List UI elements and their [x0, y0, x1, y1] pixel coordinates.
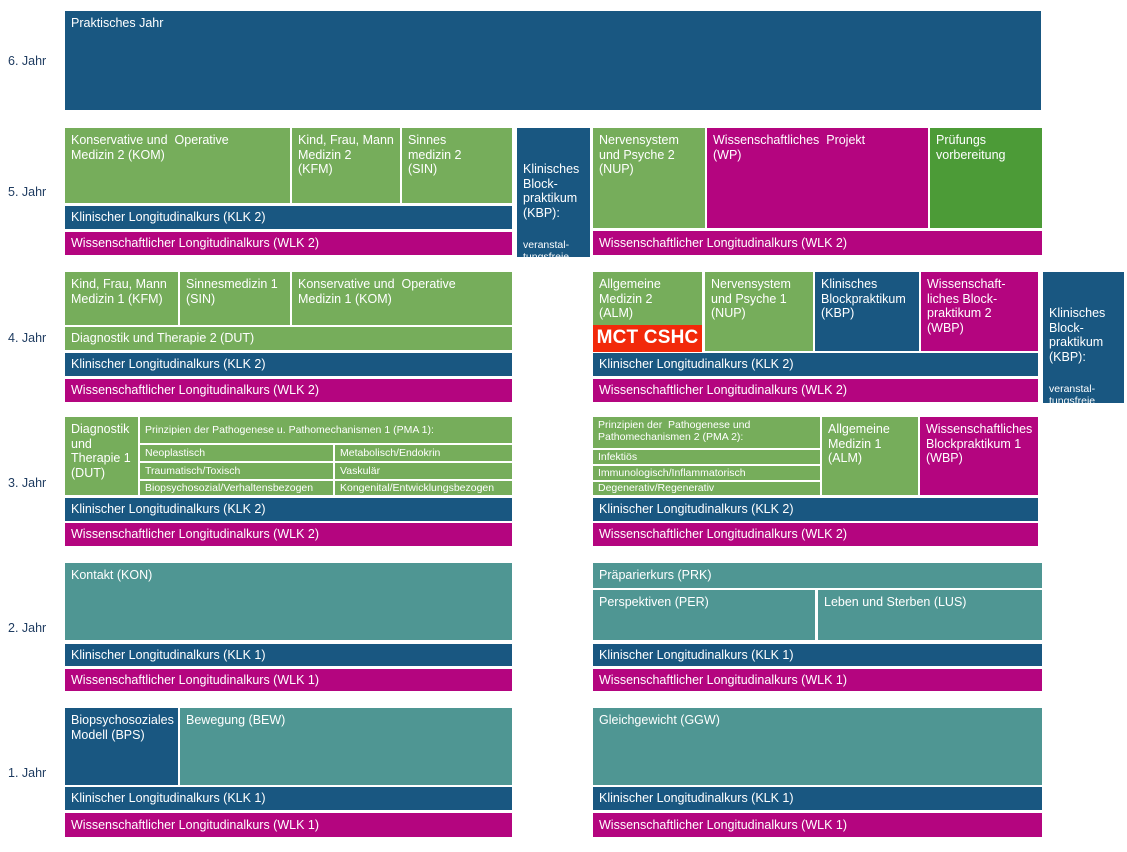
block-alm1: Allgemeine Medizin 1 (ALM) [822, 417, 918, 495]
block-wp: Wissenschaftliches Projekt (WP) [707, 128, 928, 228]
pma1-item-vaskulaer: Vaskulär [335, 463, 512, 479]
block-nup1: Nervensystem und Psyche 1 (NUP) [705, 272, 813, 351]
year-label-4: 4. Jahr [8, 331, 47, 345]
bar-wlk2-y4-left: Wissenschaftlicher Longitudinalkurs (WLK… [65, 379, 512, 402]
bar-klk2-y3-left: Klinischer Longitudinalkurs (KLK 2) [65, 498, 512, 521]
kbp-y4-free-title: Klinisches Block- praktikum (KBP): [1049, 306, 1106, 364]
block-wbp2: Wissenschaft- liches Block- praktikum 2 … [921, 272, 1038, 351]
block-pruefungsvorbereitung: Prüfungs vorbereitung [930, 128, 1042, 228]
block-kom2: Konservative und Operative Medizin 2 (KO… [65, 128, 290, 203]
pma1-item-traumatisch-toxisch: Traumatisch/Toxisch [140, 463, 333, 479]
pma2-item-degenerativ: Degenerativ/Regenerativ [593, 482, 820, 495]
bar-dut2: Diagnostik und Therapie 2 (DUT) [65, 327, 512, 350]
pma1-item-kongenital: Kongenital/Entwicklungsbezogen [335, 481, 512, 495]
kbp-y5-free-subtitle: veranstal- tungsfreie Zeit [523, 238, 570, 258]
bar-klk2-y4-right: Klinischer Longitudinalkurs (KLK 2) [593, 353, 1038, 376]
bar-klk2-y5-left: Klinischer Longitudinalkurs (KLK 2) [65, 206, 512, 229]
kbp-y4-free-subtitle: veranstal- tungsfreie Zeit [1049, 382, 1096, 404]
block-mct-cshc: MCT CSHC [593, 325, 702, 352]
block-kfm1: Kind, Frau, Mann Medizin 1 (KFM) [65, 272, 178, 325]
block-kontakt: Kontakt (KON) [65, 563, 512, 640]
year-label-6: 6. Jahr [8, 54, 47, 68]
block-dut1: Diagnostik und Therapie 1 (DUT) [65, 417, 138, 495]
block-bewegung: Bewegung (BEW) [180, 708, 512, 785]
block-sin1: Sinnesmedizin 1 (SIN) [180, 272, 290, 325]
block-leben-und-sterben: Leben und Sterben (LUS) [818, 590, 1042, 640]
bar-klk1-y2-right: Klinischer Longitudinalkurs (KLK 1) [593, 644, 1042, 666]
bar-wlk2-y5-left: Wissenschaftlicher Longitudinalkurs (WLK… [65, 232, 512, 255]
bar-wlk2-y5-right: Wissenschaftlicher Longitudinalkurs (WLK… [593, 231, 1042, 255]
bar-klk1-y1-left: Klinischer Longitudinalkurs (KLK 1) [65, 787, 512, 810]
bar-wlk2-y3-left: Wissenschaftlicher Longitudinalkurs (WLK… [65, 523, 512, 546]
bar-wlk1-y1-right: Wissenschaftlicher Longitudinalkurs (WLK… [593, 813, 1042, 837]
pma1-item-neoplastisch: Neoplastisch [140, 445, 333, 461]
year-label-5: 5. Jahr [8, 185, 47, 199]
block-wbp1: Wissenschaftliches Blockpraktikum 1 (WBP… [920, 417, 1038, 495]
bar-wlk1-y2-left: Wissenschaftlicher Longitudinalkurs (WLK… [65, 669, 512, 691]
block-sin2: Sinnes medizin 2 (SIN) [402, 128, 512, 203]
pma1-item-biopsychosozial: Biopsychosozial/Verhaltensbezogen [140, 481, 333, 495]
year-label-3: 3. Jahr [8, 476, 47, 490]
block-bps: Biopsychosoziales Modell (BPS) [65, 708, 178, 785]
bar-klk2-y4-left: Klinischer Longitudinalkurs (KLK 2) [65, 353, 512, 376]
year-label-2: 2. Jahr [8, 621, 47, 635]
block-praktisches-jahr: Praktisches Jahr [65, 11, 1041, 110]
pma1-header: Prinzipien der Pathogenese u. Pathomecha… [140, 417, 512, 443]
bar-wlk2-y4-right: Wissenschaftlicher Longitudinalkurs (WLK… [593, 379, 1038, 402]
block-kfm2: Kind, Frau, Mann Medizin 2 (KFM) [292, 128, 400, 203]
pma2-header: Prinzipien der Pathogenese und Pathomech… [593, 417, 820, 448]
block-gleichgewicht: Gleichgewicht (GGW) [593, 708, 1042, 785]
block-kbp-y5-free: Klinisches Block- praktikum (KBP): veran… [517, 128, 590, 257]
block-perspektiven: Perspektiven (PER) [593, 590, 815, 640]
kbp-y5-free-title: Klinisches Block- praktikum (KBP): [523, 162, 580, 220]
block-nup2: Nervensystem und Psyche 2 (NUP) [593, 128, 705, 228]
year-label-1: 1. Jahr [8, 766, 47, 780]
block-kbp-y4: Klinisches Blockpraktikum (KBP) [815, 272, 919, 351]
bar-klk2-y3-right: Klinischer Longitudinalkurs (KLK 2) [593, 498, 1038, 521]
pma2-item-infektioes: Infektiös [593, 450, 820, 464]
bar-wlk1-y2-right: Wissenschaftlicher Longitudinalkurs (WLK… [593, 669, 1042, 691]
pma1-item-metabolisch-endokrin: Metabolisch/Endokrin [335, 445, 512, 461]
pma2-item-immunologisch: Immunologisch/Inflammatorisch [593, 466, 820, 480]
bar-wlk1-y1-left: Wissenschaftlicher Longitudinalkurs (WLK… [65, 813, 512, 837]
bar-klk1-y2-left: Klinischer Longitudinalkurs (KLK 1) [65, 644, 512, 666]
block-praeparierkurs: Präparierkurs (PRK) [593, 563, 1042, 588]
bar-klk1-y1-right: Klinischer Longitudinalkurs (KLK 1) [593, 787, 1042, 810]
bar-wlk2-y3-right: Wissenschaftlicher Longitudinalkurs (WLK… [593, 523, 1038, 546]
block-kom1: Konservative und Operative Medizin 1 (KO… [292, 272, 512, 325]
block-kbp-y4-free: Klinisches Block- praktikum (KBP): veran… [1043, 272, 1124, 403]
